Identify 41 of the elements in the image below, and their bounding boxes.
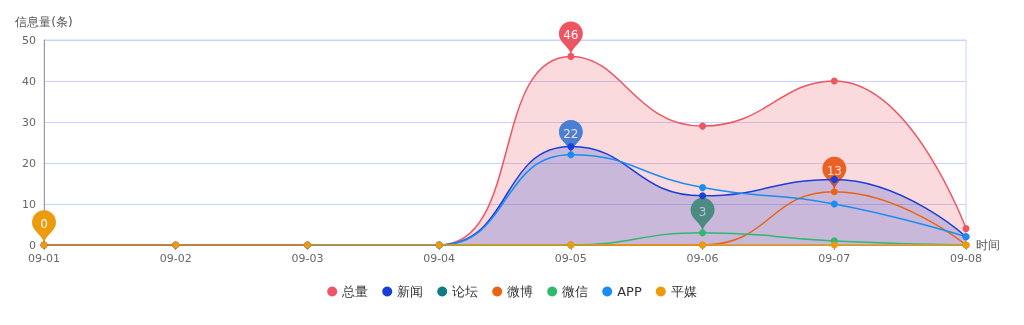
legend-label: 微博 — [507, 284, 534, 299]
x-tick-label: 09-08 — [950, 252, 982, 265]
point — [567, 52, 575, 60]
point — [699, 184, 707, 192]
y-tick-label: 50 — [22, 33, 36, 47]
point — [699, 229, 707, 237]
x-tick-label: 09-03 — [291, 252, 324, 265]
data-label: 22 — [563, 126, 579, 141]
legend-label: APP — [617, 284, 642, 299]
data-label: 3 — [698, 204, 707, 219]
point — [830, 188, 838, 196]
point — [962, 225, 970, 233]
point — [567, 151, 575, 159]
x-tick-label: 09-07 — [818, 252, 851, 265]
data-label: 0 — [40, 217, 48, 232]
point — [699, 122, 707, 130]
y-tick-label: 30 — [22, 115, 36, 129]
y-tick-label: 20 — [22, 156, 36, 170]
x-axis-title: 时间 — [976, 238, 1000, 252]
x-tick-label: 09-04 — [423, 252, 456, 265]
point — [830, 200, 838, 208]
point — [830, 175, 838, 183]
point — [830, 241, 838, 249]
legend-label: 平媒 — [670, 284, 697, 299]
point — [830, 77, 838, 85]
legend-label: 微信 — [562, 284, 589, 299]
x-tick-label: 09-01 — [28, 252, 60, 265]
y-tick-label: 40 — [22, 74, 36, 88]
point — [567, 143, 575, 151]
point — [699, 192, 707, 200]
legend-label: 论坛 — [452, 284, 479, 299]
x-tick-label: 09-02 — [159, 252, 192, 265]
data-label: 13 — [826, 163, 842, 178]
y-tick-label: 0 — [29, 238, 36, 252]
y-axis-title: 信息量(条) — [15, 15, 73, 29]
data-label: 46 — [563, 28, 579, 43]
x-tick-label: 09-06 — [686, 252, 719, 265]
legend-label: 新闻 — [397, 284, 424, 299]
y-tick-label: 10 — [22, 197, 36, 211]
legend-label: 总量 — [341, 284, 369, 299]
x-tick-label: 09-05 — [554, 252, 587, 265]
